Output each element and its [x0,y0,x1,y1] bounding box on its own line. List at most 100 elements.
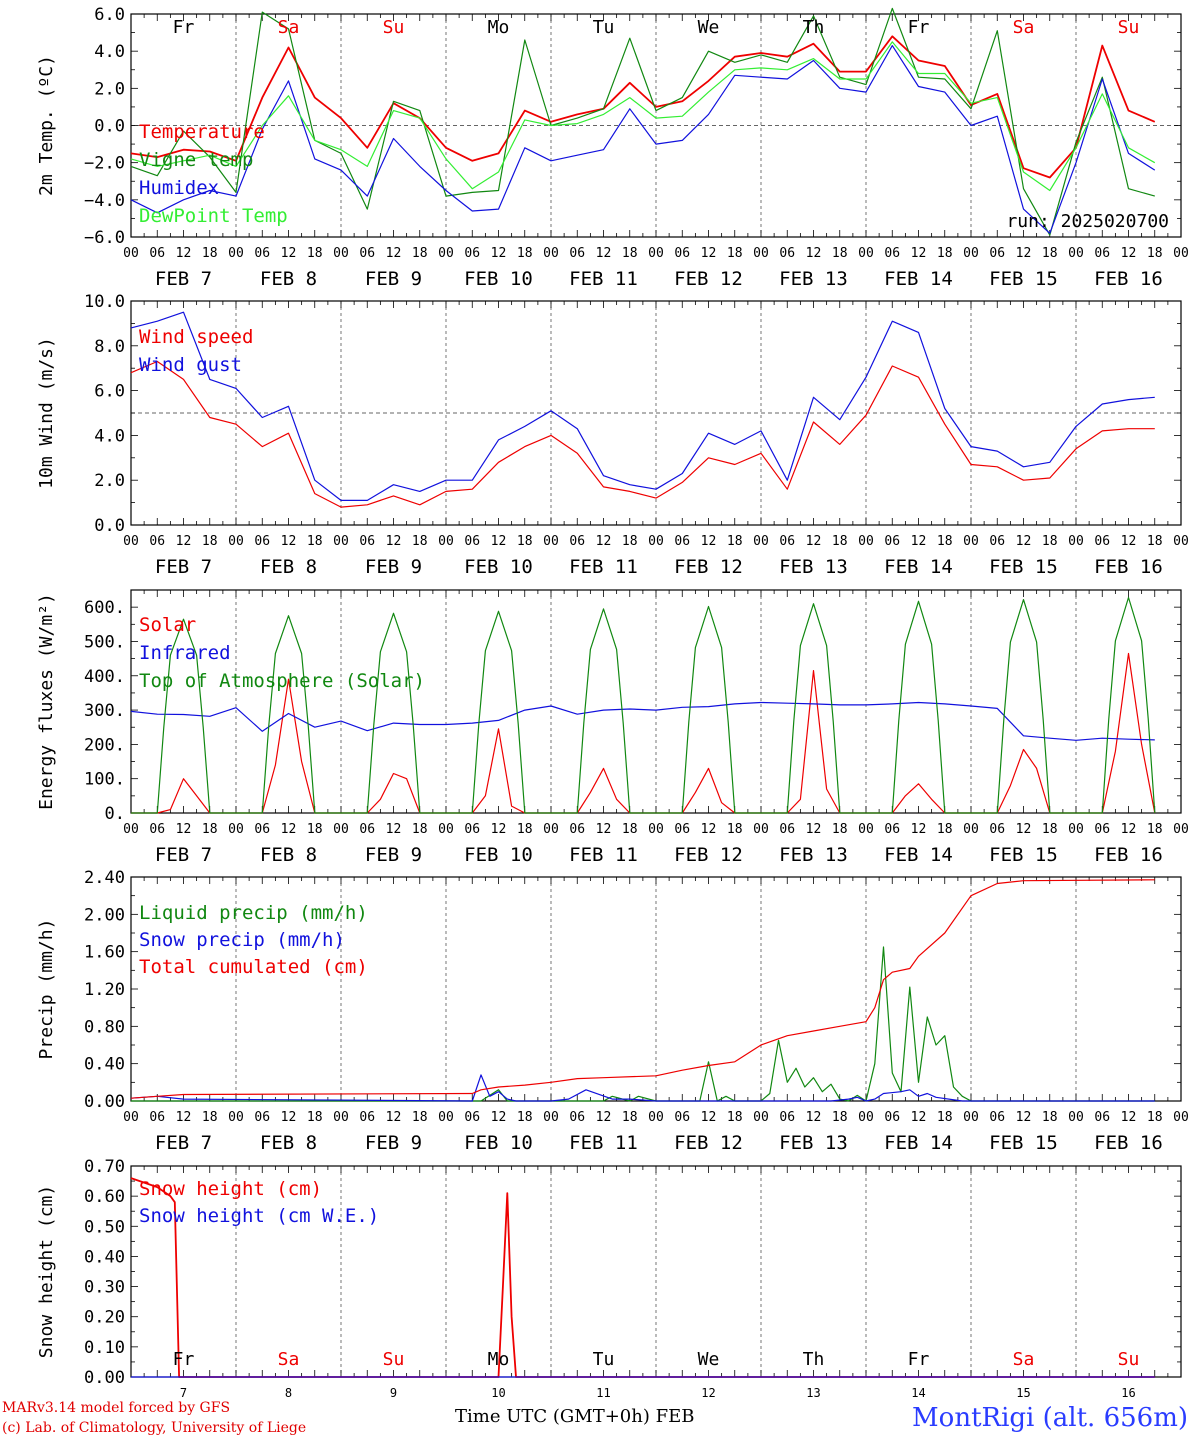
precip-hour-label: 00 [1068,1110,1084,1125]
snow-weekday-label: We [698,1349,720,1370]
flux-hour-label: 12 [701,822,717,837]
snow-weekday-label: Fr [908,1349,930,1370]
wind-hour-label: 00 [543,534,559,549]
wind-hour-label: 00 [333,534,349,549]
wind-hour-label: 06 [569,534,585,549]
temp-hour-label: 06 [1094,246,1110,261]
precip-hour-label: 00 [438,1110,454,1125]
wind-hour-label: 12 [386,534,402,549]
temp-hour-label: 18 [622,246,638,261]
precip-hour-label: 00 [543,1110,559,1125]
temp-hour-label: 00 [858,246,874,261]
wind-hour-label: 06 [989,534,1005,549]
temp-hour-label: 18 [937,246,953,261]
flux-hour-label: 18 [832,822,848,837]
temp-legend-temperature: Temperature [139,121,265,143]
wind-hour-label: 18 [727,534,743,549]
precip-hour-label: 00 [228,1110,244,1125]
flux-hour-label: 12 [911,822,927,837]
wind-hour-label: 12 [596,534,612,549]
snow-day-number: 7 [180,1386,187,1400]
flux-hour-label: 06 [779,822,795,837]
temp-hour-label: 00 [1173,246,1189,261]
flux-hour-label: 06 [359,822,375,837]
wind-hour-label: 18 [937,534,953,549]
temp-hour-label: 18 [517,246,533,261]
wind-day-label: FEB 15 [989,556,1058,578]
flux-hour-label: 00 [963,822,979,837]
temp-day-label: FEB 12 [674,268,743,290]
wind-hour-label: 00 [648,534,664,549]
snow-weekday-label: Th [803,1349,825,1370]
wind-hour-label: 12 [176,534,192,549]
precip-day-label: FEB 16 [1094,1132,1163,1154]
flux-hour-label: 18 [727,822,743,837]
precip-hour-label: 06 [464,1110,480,1125]
wind-hour-label: 06 [359,534,375,549]
precip-legend-snow-precip-mm-h: Snow precip (mm/h) [139,929,345,951]
wind-day-label: FEB 14 [884,556,953,578]
wind-y-axis-label: 10m Wind (m/s) [36,337,57,489]
precip-hour-label: 06 [359,1110,375,1125]
temp-day-label: FEB 16 [1094,268,1163,290]
wind-y-tick-label: 8.0 [94,337,125,357]
flux-y-tick-label: 100. [84,770,125,790]
wind-hour-label: 12 [806,534,822,549]
temp-weekday-label: Fr [173,17,195,38]
temp-weekday-label: Mo [488,17,510,38]
temp-weekday-label: Th [803,17,825,38]
precip-hour-label: 18 [937,1110,953,1125]
flux-hour-label: 00 [123,822,139,837]
flux-y-axis-label: Energy fluxes (W/m²) [36,593,57,810]
precip-hour-label: 12 [1121,1110,1137,1125]
flux-hour-label: 18 [517,822,533,837]
flux-hour-label: 12 [176,822,192,837]
precip-hour-label: 06 [149,1110,165,1125]
temp-hour-label: 00 [123,246,139,261]
wind-hour-label: 18 [1147,534,1163,549]
wind-hour-label: 00 [1173,534,1189,549]
flux-hour-label: 06 [149,822,165,837]
wind-panel [130,300,1182,526]
flux-hour-label: 06 [464,822,480,837]
precip-hour-label: 06 [779,1110,795,1125]
precip-day-label: FEB 12 [674,1132,743,1154]
temp-hour-label: 18 [412,246,428,261]
snow-weekday-label: Su [383,1349,405,1370]
wind-y-tick-label: 0.0 [94,516,125,536]
temp-hour-label: 06 [254,246,270,261]
flux-day-label: FEB 10 [464,844,533,866]
wind-day-label: FEB 12 [674,556,743,578]
snow-y-axis-label: Snow height (cm) [36,1185,57,1358]
precip-hour-label: 00 [123,1110,139,1125]
temp-series-vigne-temp [130,7,1155,236]
flux-hour-label: 12 [1121,822,1137,837]
flux-hour-label: 18 [1147,822,1163,837]
flux-day-label: FEB 13 [779,844,848,866]
flux-hour-label: 12 [806,822,822,837]
flux-y-tick-label: 600. [84,598,125,618]
temp-day-label: FEB 9 [365,268,422,290]
precip-legend-total-cumulated-cm: Total cumulated (cm) [139,956,368,978]
flux-hour-label: 06 [1094,822,1110,837]
temp-weekday-label: Tu [593,17,615,38]
temp-hour-label: 06 [884,246,900,261]
wind-day-label: FEB 7 [155,556,212,578]
temp-day-label: FEB 8 [260,268,317,290]
precip-day-label: FEB 13 [779,1132,848,1154]
temp-hour-label: 12 [1121,246,1137,261]
temp-hour-label: 00 [753,246,769,261]
flux-hour-label: 12 [596,822,612,837]
precip-day-label: FEB 10 [464,1132,533,1154]
flux-y-tick-label: 500. [84,632,125,652]
precip-hour-label: 12 [386,1110,402,1125]
temp-day-label: FEB 7 [155,268,212,290]
precip-hour-label: 06 [674,1110,690,1125]
temp-hour-label: 12 [596,246,612,261]
wind-hour-label: 00 [1068,534,1084,549]
temp-hour-label: 00 [1068,246,1084,261]
wind-y-tick-label: 6.0 [94,382,125,402]
temp-legend-dewpoint-temp: DewPoint Temp [139,205,288,227]
temp-day-label: FEB 11 [569,268,638,290]
snow-y-tick-label: 0.00 [84,1368,125,1388]
